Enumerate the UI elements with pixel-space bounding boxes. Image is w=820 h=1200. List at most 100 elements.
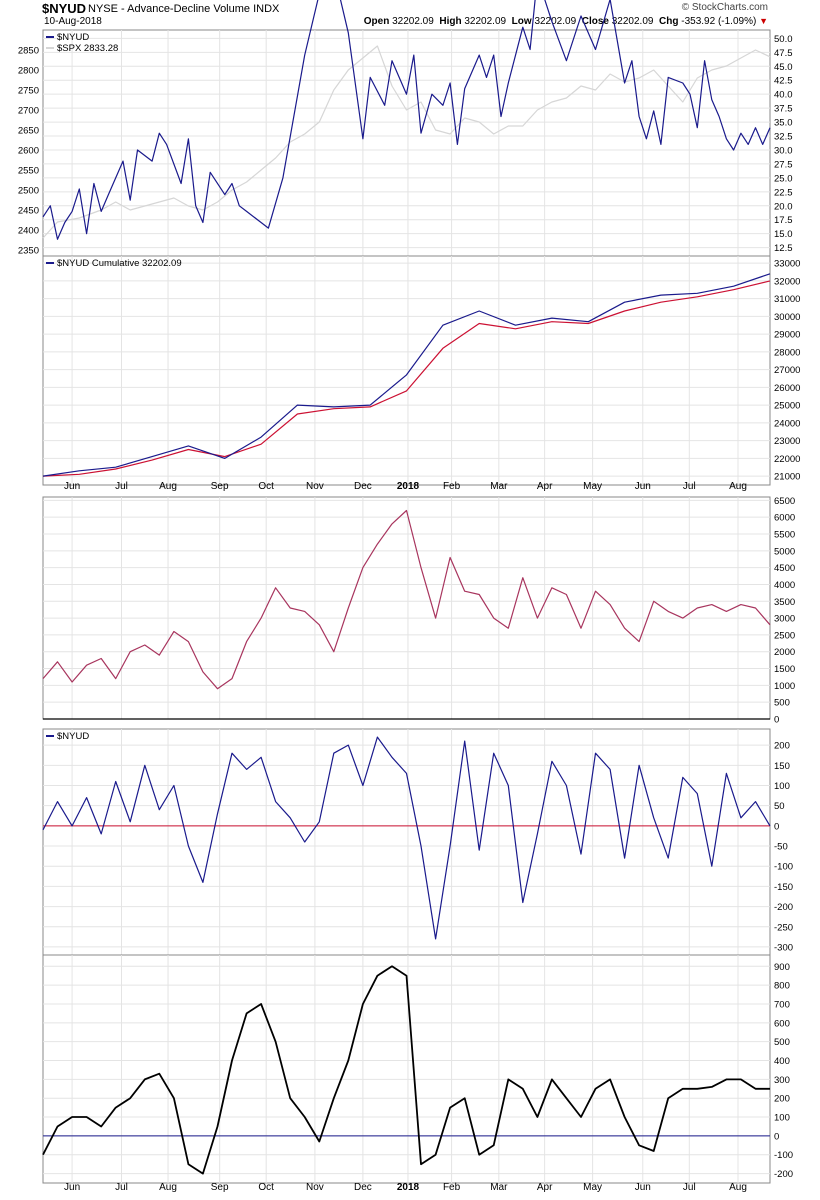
y-tick-label: 30000	[774, 312, 800, 323]
x-tick-label: Jul	[683, 1182, 696, 1193]
x-tick-label: Mar	[490, 1182, 508, 1193]
y-tick-label-left: 2450	[18, 206, 39, 217]
series-line	[42, 45, 771, 239]
high-label: High	[439, 16, 462, 27]
x-tick-label: 2018	[397, 481, 420, 492]
low-label: Low	[511, 16, 532, 27]
y-tick-label: 12.5	[774, 243, 793, 254]
credit-label: © StockCharts.com	[681, 2, 768, 13]
y-tick-label: 29000	[774, 330, 800, 341]
y-tick-label: 42.5	[774, 76, 793, 87]
series-line	[42, 509, 771, 690]
panel-frame	[42, 954, 771, 1184]
y-tick-label: 15.0	[774, 229, 793, 240]
y-tick-label: 1500	[774, 664, 795, 675]
y-tick-label: 200	[774, 741, 790, 752]
x-tick-label: Jul	[115, 481, 128, 492]
y-tick-label: 25000	[774, 401, 800, 412]
y-tick-label: 22000	[774, 454, 800, 465]
series-line	[42, 0, 771, 240]
y-tick-label: 33000	[774, 259, 800, 270]
legend-entry: $NYUD	[57, 731, 89, 742]
legend-entry: $NYUD	[57, 32, 89, 43]
y-tick-label: 100	[774, 1113, 790, 1124]
x-tick-label: May	[583, 1182, 602, 1193]
y-tick-label: -100	[774, 1150, 793, 1161]
y-tick-label: 1000	[774, 681, 795, 692]
y-tick-label: 32.5	[774, 132, 793, 143]
y-tick-label: 800	[774, 981, 790, 992]
y-tick-label: 17.5	[774, 215, 793, 226]
x-tick-label: Oct	[258, 1182, 274, 1193]
y-tick-label: 500	[774, 698, 790, 709]
close-label: Close	[581, 16, 609, 27]
x-tick-label: Jun	[64, 481, 80, 492]
down-arrow-icon: ▼	[759, 16, 768, 26]
symbol-title: $NYUD	[42, 1, 87, 16]
series-line	[42, 736, 771, 940]
x-tick-label: Mar	[490, 481, 508, 492]
x-tick-label: Aug	[159, 1182, 177, 1193]
x-tick-label: 2018	[397, 1182, 420, 1193]
chg-value: -353.92 (-1.09%)	[681, 16, 757, 27]
y-tick-label-left: 2700	[18, 106, 39, 117]
y-tick-label: 25.0	[774, 173, 793, 184]
open-value: 32202.09	[392, 16, 434, 27]
x-tick-label: Dec	[354, 481, 372, 492]
y-tick-label-left: 2600	[18, 146, 39, 157]
y-tick-label: 700	[774, 999, 790, 1010]
x-tick-label: Nov	[306, 1182, 324, 1193]
y-tick-label: 2000	[774, 647, 795, 658]
x-tick-label: Aug	[729, 481, 747, 492]
x-tick-label: Apr	[537, 481, 553, 492]
y-tick-label: 21000	[774, 472, 800, 483]
y-tick-label: 3500	[774, 597, 795, 608]
x-tick-label: Oct	[258, 481, 274, 492]
panel-frame	[42, 728, 771, 956]
y-tick-label: 5000	[774, 546, 795, 557]
y-tick-label: 40.0	[774, 90, 793, 101]
y-tick-label: -200	[774, 1169, 793, 1180]
y-tick-label-left: 2850	[18, 46, 39, 57]
chart-header: $NYUD NYSE - Advance-Decline Volume INDX…	[0, 0, 820, 30]
y-tick-label: 24000	[774, 418, 800, 429]
y-tick-label: 50.0	[774, 34, 793, 45]
x-tick-label: Nov	[306, 481, 324, 492]
y-tick-label-left: 2400	[18, 226, 39, 237]
y-tick-label: -300	[774, 942, 793, 953]
y-tick-label: -100	[774, 862, 793, 873]
legend-entry: $NYUD Cumulative 32202.09	[57, 258, 182, 269]
y-tick-label: 0	[774, 821, 779, 832]
y-tick-label-left: 2800	[18, 66, 39, 77]
y-tick-label: 400	[774, 1056, 790, 1067]
y-tick-label: 2500	[774, 630, 795, 641]
y-tick-label: 0	[774, 715, 779, 726]
y-tick-label: 900	[774, 962, 790, 973]
y-tick-label: 6500	[774, 496, 795, 507]
y-tick-label: 3000	[774, 614, 795, 625]
high-value: 32202.09	[464, 16, 507, 27]
y-tick-label: 4000	[774, 580, 795, 591]
y-tick-label: 100	[774, 781, 790, 792]
y-tick-label-left: 2550	[18, 166, 39, 177]
y-tick-label: -150	[774, 882, 793, 893]
y-tick-label: 200	[774, 1094, 790, 1105]
legend-entry: $SPX 2833.28	[57, 43, 118, 54]
y-tick-label: 37.5	[774, 104, 793, 115]
y-tick-label: -50	[774, 842, 788, 853]
y-tick-label: 28000	[774, 347, 800, 358]
x-tick-label: Jun	[64, 1182, 80, 1193]
y-tick-label: 27.5	[774, 159, 793, 170]
chg-label: Chg	[659, 16, 679, 27]
y-tick-label: 50	[774, 801, 785, 812]
open-label: Open	[363, 16, 390, 27]
x-tick-label: May	[583, 481, 602, 492]
x-tick-label: Jun	[635, 481, 651, 492]
y-tick-label: 150	[774, 761, 790, 772]
y-tick-label: -250	[774, 922, 793, 933]
y-tick-label-left: 2500	[18, 186, 39, 197]
y-tick-label: 45.0	[774, 62, 793, 73]
close-value: 32202.09	[611, 16, 654, 27]
y-tick-label: 35.0	[774, 118, 793, 129]
